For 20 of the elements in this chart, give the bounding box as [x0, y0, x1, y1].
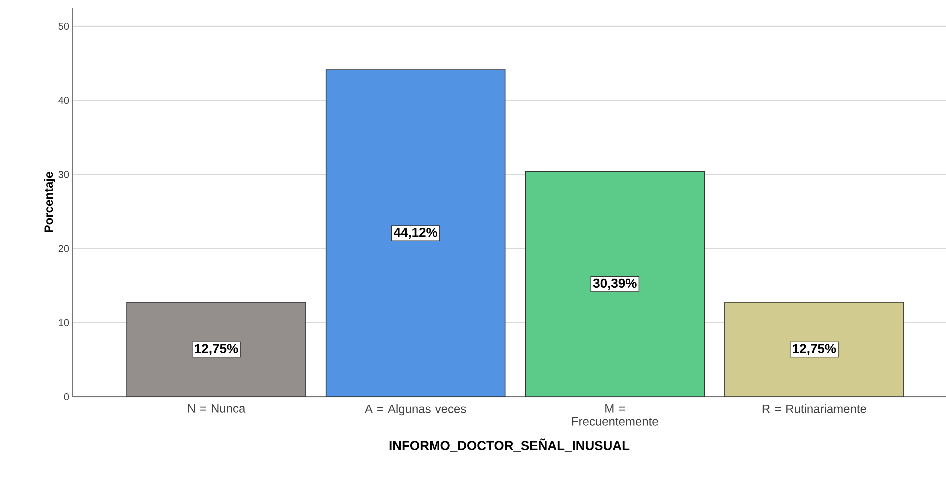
bar — [525, 171, 706, 398]
data-label: 30,39% — [593, 278, 637, 290]
x-axis-title: INFORMO_DOCTOR_SEÑAL_INUSUAL — [390, 438, 630, 452]
x-tick-label: A = Algunas veces — [365, 404, 466, 416]
y-tick-label: 0 — [64, 393, 70, 401]
bar — [326, 70, 506, 398]
x-tick-label: R = Rutinariamente — [762, 404, 866, 414]
bar — [126, 302, 306, 398]
data-label: 12,75% — [793, 344, 836, 356]
data-label: 44,12% — [394, 228, 438, 240]
x-tick-label: M = Frecuentemente — [572, 404, 658, 426]
y-axis-title: Porcentaje — [44, 172, 56, 232]
bar — [724, 302, 904, 398]
y-tick-label: 50 — [58, 22, 70, 30]
y-tick-label: 10 — [59, 319, 70, 326]
x-tick-label: N = Nunca — [188, 404, 246, 413]
y-tick-label: 20 — [58, 245, 70, 252]
y-tick-label: 40 — [58, 97, 70, 104]
y-tick-label: 30 — [58, 171, 70, 178]
data-label: 12,75% — [195, 344, 238, 356]
